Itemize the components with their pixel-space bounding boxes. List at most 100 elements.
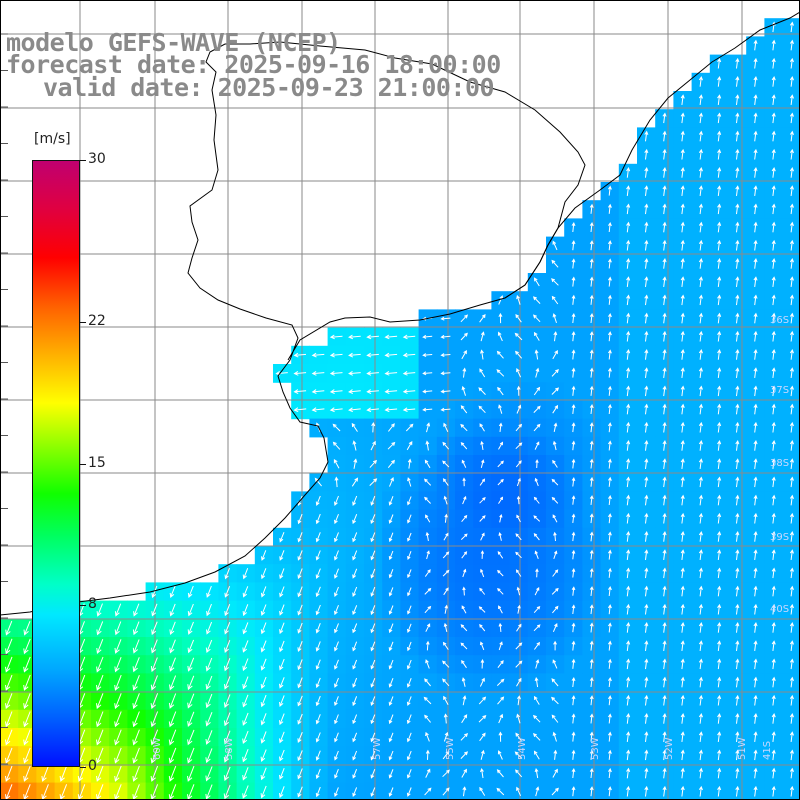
wind-arrow bbox=[422, 407, 433, 412]
wind-arrow bbox=[311, 352, 325, 358]
colorbar bbox=[32, 160, 80, 767]
wind-arrow bbox=[662, 694, 667, 706]
wind-arrow bbox=[717, 276, 722, 287]
wind-arrow bbox=[571, 240, 576, 251]
wind-arrow bbox=[753, 203, 758, 215]
wind-arrow bbox=[407, 569, 412, 579]
wind-arrow bbox=[735, 258, 740, 269]
wind-arrow bbox=[23, 621, 31, 636]
wind-arrow bbox=[533, 641, 541, 650]
wind-arrow bbox=[753, 785, 758, 797]
wind-arrow bbox=[698, 258, 703, 269]
wind-arrow bbox=[551, 295, 559, 305]
wind-arrow bbox=[553, 422, 558, 433]
wind-arrow bbox=[551, 496, 559, 504]
wind-arrow bbox=[662, 567, 667, 579]
wind-arrow bbox=[314, 477, 322, 487]
wind-arrow bbox=[789, 694, 794, 706]
wind-arrow bbox=[480, 749, 485, 760]
wind-arrow bbox=[41, 765, 49, 782]
wind-arrow bbox=[662, 367, 667, 378]
wind-arrow bbox=[348, 352, 361, 358]
wind-arrow bbox=[279, 768, 285, 780]
wind-arrow bbox=[680, 167, 685, 178]
wind-arrow bbox=[662, 494, 667, 506]
wind-arrow bbox=[789, 512, 794, 524]
wind-arrow bbox=[607, 640, 612, 651]
wind-arrow bbox=[662, 421, 667, 433]
wind-arrow bbox=[5, 711, 13, 728]
wind-arrow bbox=[607, 767, 612, 779]
wind-arrow bbox=[735, 458, 740, 469]
wind-arrow bbox=[532, 314, 541, 323]
wind-arrow bbox=[571, 458, 576, 469]
wind-arrow bbox=[352, 550, 358, 561]
wind-arrow bbox=[168, 729, 177, 746]
wind-arrow bbox=[735, 512, 740, 524]
wind-arrow bbox=[607, 240, 612, 251]
wind-arrow bbox=[169, 639, 176, 654]
wind-arrow bbox=[206, 603, 212, 617]
wind-arrow bbox=[644, 549, 649, 560]
wind-arrow bbox=[460, 405, 468, 414]
wind-arrow bbox=[717, 512, 722, 524]
wind-arrow bbox=[462, 568, 467, 578]
wind-arrow bbox=[680, 603, 685, 615]
wind-arrow bbox=[789, 658, 794, 670]
wind-arrow bbox=[607, 367, 612, 378]
wind-arrow bbox=[440, 334, 451, 339]
wind-arrow bbox=[789, 440, 794, 451]
wind-arrow bbox=[717, 658, 722, 670]
wind-arrow bbox=[402, 334, 416, 340]
wind-arrow bbox=[571, 477, 576, 487]
wind-arrow bbox=[698, 512, 703, 524]
wind-arrow bbox=[497, 331, 503, 342]
wind-arrow bbox=[571, 422, 576, 433]
wind-arrow bbox=[370, 696, 376, 706]
wind-arrow bbox=[133, 603, 140, 617]
wind-arrow bbox=[114, 711, 122, 728]
wind-arrow bbox=[662, 312, 667, 324]
wind-arrow bbox=[279, 586, 285, 598]
wind-arrow bbox=[311, 370, 325, 376]
wind-arrow bbox=[789, 567, 794, 579]
wind-arrow bbox=[260, 731, 267, 744]
wind-arrow bbox=[551, 278, 559, 286]
wind-arrow bbox=[735, 130, 740, 142]
wind-arrow bbox=[626, 531, 631, 542]
wind-arrow bbox=[552, 605, 559, 614]
wind-arrow bbox=[789, 221, 794, 233]
wind-arrow bbox=[370, 659, 376, 670]
wind-arrow bbox=[571, 658, 576, 669]
wind-arrow bbox=[242, 676, 249, 690]
wind-arrow bbox=[533, 605, 541, 614]
wind-arrow bbox=[771, 585, 776, 597]
wind-arrow bbox=[389, 477, 394, 487]
wind-arrow bbox=[735, 294, 740, 306]
wind-arrow bbox=[532, 714, 541, 723]
wind-arrow bbox=[626, 585, 631, 597]
wind-arrow bbox=[187, 747, 195, 764]
wind-arrow bbox=[352, 586, 358, 597]
wind-arrow bbox=[297, 604, 303, 616]
wind-arrow bbox=[753, 57, 758, 69]
wind-arrow bbox=[352, 659, 358, 670]
wind-arrow bbox=[478, 387, 486, 395]
wind-arrow bbox=[279, 677, 285, 689]
wind-arrow bbox=[297, 513, 303, 525]
wind-arrow bbox=[334, 659, 339, 670]
wind-arrow bbox=[789, 749, 794, 761]
wind-arrow bbox=[242, 586, 249, 598]
wind-arrow bbox=[479, 677, 485, 687]
wind-arrow bbox=[534, 477, 539, 487]
wind-arrow bbox=[735, 531, 740, 542]
wind-arrow bbox=[607, 422, 612, 433]
wind-arrow bbox=[352, 568, 358, 579]
wind-arrow bbox=[626, 349, 631, 360]
wind-arrow bbox=[735, 203, 740, 215]
wind-arrow bbox=[680, 130, 685, 142]
wind-arrow bbox=[698, 640, 703, 651]
wind-arrow bbox=[534, 349, 539, 360]
wind-arrow bbox=[698, 167, 703, 178]
wind-arrow bbox=[5, 674, 13, 691]
